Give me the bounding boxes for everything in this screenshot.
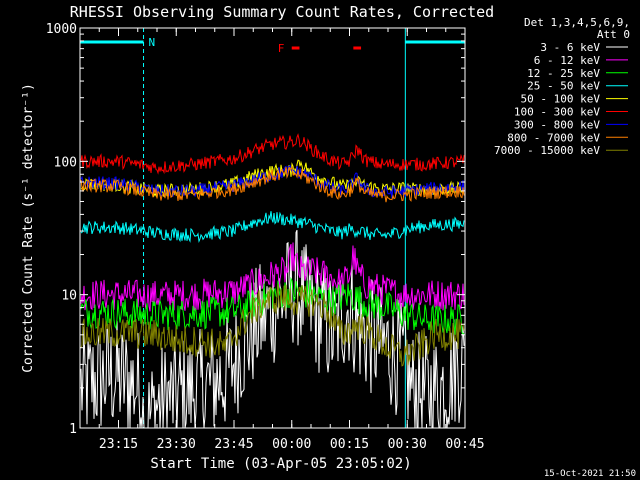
series-line-1: [80, 242, 465, 312]
chart-title: RHESSI Observing Summary Count Rates, Co…: [70, 3, 494, 21]
x-tick-label-1: 23:30: [157, 437, 196, 452]
y-axis-label: Corrected Count Rate (s⁻¹ detector⁻¹): [21, 83, 36, 373]
y-tick-label-0: 1: [69, 422, 77, 437]
x-tick-label-2: 23:45: [214, 437, 253, 452]
x-tick-label-3: 00:00: [272, 437, 311, 452]
y-tick-label-2: 100: [54, 155, 77, 170]
legend-label-4: 50 - 100 keV: [521, 93, 601, 106]
legend-label-5: 100 - 300 keV: [514, 106, 600, 119]
legend-label-1: 6 - 12 keV: [534, 54, 601, 67]
legend-header-line-1: Att 0: [597, 28, 630, 41]
y-tick-label-3: 1000: [46, 22, 77, 37]
y-axis: 1 10 100 1000: [46, 22, 465, 437]
series-line-7: [80, 166, 465, 203]
x-tick-label-6: 00:45: [445, 437, 484, 452]
series-line-5: [80, 133, 465, 175]
legend-label-0: 3 - 6 keV: [540, 41, 600, 54]
x-tick-label-5: 00:30: [388, 437, 427, 452]
legend-label-2: 12 - 25 keV: [527, 67, 600, 80]
series-line-8: [80, 284, 465, 367]
x-axis-label: Start Time (03-Apr-05 23:05:02): [150, 456, 411, 472]
flag-label-N: N: [149, 36, 156, 49]
x-tick-label-4: 00:15: [330, 437, 369, 452]
x-axis: 23:15 23:30 23:45 00:00 00:15 00:30 00:45: [79, 28, 485, 452]
legend-label-7: 800 - 7000 keV: [507, 131, 600, 144]
legend-label-3: 25 - 50 keV: [527, 80, 600, 93]
y-tick-label-1: 10: [61, 289, 77, 304]
series-line-2: [80, 276, 465, 335]
x-tick-label-0: 23:15: [99, 437, 138, 452]
footer-date: 15-Oct-2021 21:50: [544, 469, 636, 479]
legend-label-6: 300 - 800 keV: [514, 118, 600, 131]
series-line-3: [80, 211, 465, 244]
flag-label-F: F: [278, 42, 285, 55]
legend-header-line-0: Det 1,3,4,5,6,9,: [524, 16, 630, 29]
legend-label-8: 7000 - 15000 keV: [494, 144, 600, 157]
